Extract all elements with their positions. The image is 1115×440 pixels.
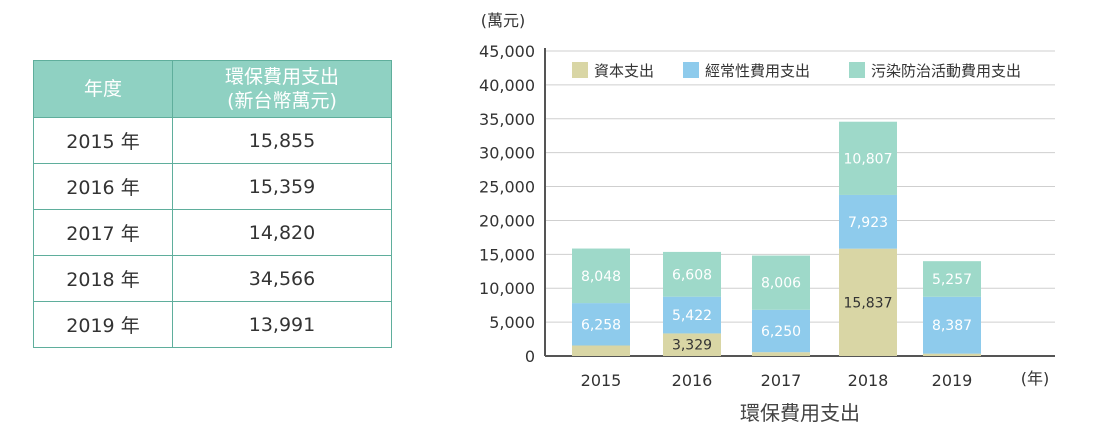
bar-segment	[923, 296, 981, 354]
y-tick-label: 25,000	[479, 178, 535, 197]
bar-segment	[663, 251, 721, 297]
table-cell-value: 15,855	[172, 117, 392, 164]
bar-segment	[572, 303, 630, 346]
table-cell-year: 2016 年	[33, 163, 173, 210]
data-label: 6,608	[672, 267, 712, 283]
table-row: 2017 年 14,820	[33, 209, 392, 256]
legend-swatch	[683, 62, 699, 78]
y-tick-label: 20,000	[479, 211, 535, 230]
data-label: 3,329	[672, 338, 712, 354]
data-label: 5,257	[932, 272, 972, 288]
data-label: 10,807	[844, 151, 893, 167]
bar-segment	[752, 255, 810, 310]
bar-segment	[572, 345, 630, 356]
y-tick-label: 45,000	[479, 42, 535, 61]
table-row: 2018 年 34,566	[33, 255, 392, 302]
data-label: 7,923	[848, 215, 888, 231]
table-row: 2016 年 15,359	[33, 163, 392, 210]
table-cell-value: 13,991	[172, 301, 392, 348]
y-tick-label: 10,000	[479, 279, 535, 298]
x-tick-label: 2017	[761, 371, 802, 390]
y-tick-label: 35,000	[479, 110, 535, 129]
bar-segment	[663, 333, 721, 356]
expense-table-container: 年度 環保費用支出 (新台幣萬元) 2015 年 15,855 2016 年 1…	[33, 60, 392, 348]
header-expense-unit: (新台幣萬元)	[227, 90, 337, 112]
data-label: 6,258	[581, 317, 621, 333]
bar-segment	[752, 352, 810, 356]
data-label: 8,006	[761, 276, 801, 292]
bar-segment	[839, 194, 897, 249]
table-cell-value: 34,566	[172, 255, 392, 302]
y-tick-label: 30,000	[479, 144, 535, 163]
legend-label: 污染防治活動費用支出	[871, 62, 1021, 80]
table-cell-value: 15,359	[172, 163, 392, 210]
data-label: 15,837	[844, 295, 893, 311]
y-axis-unit: (萬元)	[481, 11, 526, 30]
x-tick-label: 2016	[672, 371, 713, 390]
table-row: 2019 年 13,991	[33, 301, 392, 348]
data-label: 8,048	[581, 269, 621, 285]
table-cell-year: 2019 年	[33, 301, 173, 348]
header-expense-title: 環保費用支出	[224, 66, 339, 88]
data-label: 5,422	[672, 308, 712, 324]
legend-label: 資本支出	[594, 62, 654, 80]
x-tick-label: 2019	[932, 371, 973, 390]
table-cell-year: 2018 年	[33, 255, 173, 302]
bar-segment	[839, 248, 897, 356]
y-tick-label: 15,000	[479, 245, 535, 264]
data-label: 8,387	[932, 318, 972, 334]
x-tick-label: 2015	[581, 371, 622, 390]
y-tick-label: 5,000	[489, 313, 535, 332]
y-tick-label: 0	[525, 347, 535, 366]
table-row: 2015 年 15,855	[33, 117, 392, 164]
bar-segment	[663, 296, 721, 334]
bar-segment	[923, 353, 981, 356]
expense-table: 年度 環保費用支出 (新台幣萬元) 2015 年 15,855 2016 年 1…	[33, 60, 392, 348]
bar-segment	[572, 248, 630, 304]
chart-title: 環保費用支出	[740, 401, 860, 425]
bar-segment	[923, 261, 981, 297]
header-expense: 環保費用支出 (新台幣萬元)	[172, 60, 392, 118]
bar-segment	[839, 121, 897, 195]
legend-swatch	[572, 62, 588, 78]
legend-swatch	[849, 62, 865, 78]
legend-label: 經常性費用支出	[705, 62, 810, 80]
x-axis-unit: (年)	[1021, 369, 1050, 388]
bar-segment	[752, 309, 810, 353]
data-label: 6,250	[761, 324, 801, 340]
y-tick-label: 40,000	[479, 76, 535, 95]
x-tick-label: 2018	[848, 371, 889, 390]
table-cell-value: 14,820	[172, 209, 392, 256]
